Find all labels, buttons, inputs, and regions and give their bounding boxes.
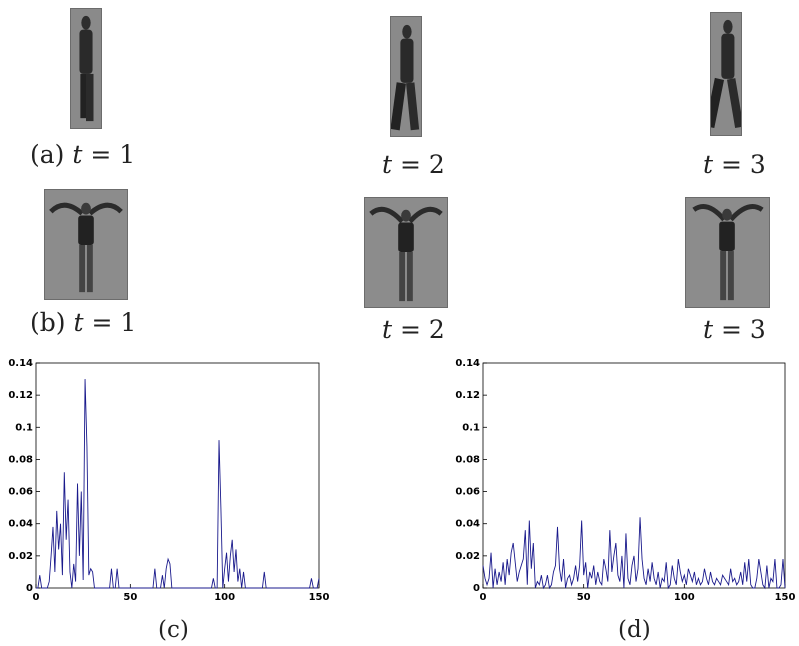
caption-a-t1: (a) t = 1: [30, 140, 136, 169]
person-arms-raised-image: [686, 198, 769, 307]
y-tick-label: 0.08: [8, 454, 33, 465]
y-tick-label: 0.06: [8, 487, 33, 498]
caption-c: (c): [158, 617, 189, 643]
frame-a-t3: [710, 12, 742, 136]
y-tick-label: 0.14: [8, 358, 33, 369]
plot-d-svg: 0 0.02 0.04 0.06 0.08 0.1 0.12 0.14 0 50 100 150: [455, 358, 796, 603]
caption-a-t2: t = 2: [382, 150, 445, 179]
person-arms-raised-image: [365, 198, 447, 307]
y-tick-label: 0.06: [455, 487, 480, 498]
caption-b-t3: t = 3: [703, 315, 766, 344]
y-tick-label: 0.1: [15, 422, 33, 433]
frame-b-t3: [685, 197, 770, 308]
plot-frame: [35, 362, 320, 589]
plot-frame: [482, 362, 786, 589]
person-walking-image: [391, 17, 421, 136]
y-tick-label: 0.02: [455, 551, 480, 562]
y-tick-label: 0.04: [455, 519, 480, 530]
y-tick-label: 0.04: [8, 519, 33, 530]
person-walking-image: [71, 9, 101, 128]
caption-a-t3: t = 3: [703, 150, 766, 179]
x-tick-label: 100: [214, 592, 235, 603]
x-tick-label: 0: [480, 592, 487, 603]
plot-c-svg: 0 0.02 0.04 0.06 0.08 0.1 0.12 0.14 0 50 100 150: [8, 358, 330, 603]
series-line: [482, 517, 786, 590]
x-tick-label: 50: [123, 592, 137, 603]
frame-a-t2: [390, 16, 422, 137]
y-tick-label: 0.12: [455, 390, 480, 401]
frame-b-t1: [44, 189, 128, 300]
frame-a-t1: [70, 8, 102, 129]
caption-b-t1: (b) t = 1: [30, 308, 137, 337]
caption-d: (d): [618, 617, 651, 643]
histogram-plot-d: 0 0.02 0.04 0.06 0.08 0.1 0.12 0.14 0 50 100 150: [452, 355, 799, 605]
x-tick-label: 50: [577, 592, 591, 603]
histogram-plot-c: 0 0.02 0.04 0.06 0.08 0.1 0.12 0.14 0 50 100 150: [0, 355, 340, 605]
y-tick-label: 0.08: [455, 454, 480, 465]
y-tick-label: 0: [26, 583, 33, 594]
y-tick-label: 0: [473, 583, 480, 594]
frame-b-t2: [364, 197, 448, 308]
y-tick-label: 0.12: [8, 390, 33, 401]
y-tick-label: 0.14: [455, 358, 480, 369]
person-arms-raised-image: [45, 190, 127, 299]
y-tick-label: 0.02: [8, 551, 33, 562]
y-tick-label: 0.1: [462, 422, 480, 433]
x-tick-label: 0: [33, 592, 40, 603]
person-walking-image: [711, 13, 741, 135]
x-tick-label: 150: [309, 592, 330, 603]
series-line: [36, 379, 320, 589]
caption-b-t2: t = 2: [382, 315, 445, 344]
x-tick-label: 100: [674, 592, 695, 603]
x-tick-label: 150: [775, 592, 796, 603]
